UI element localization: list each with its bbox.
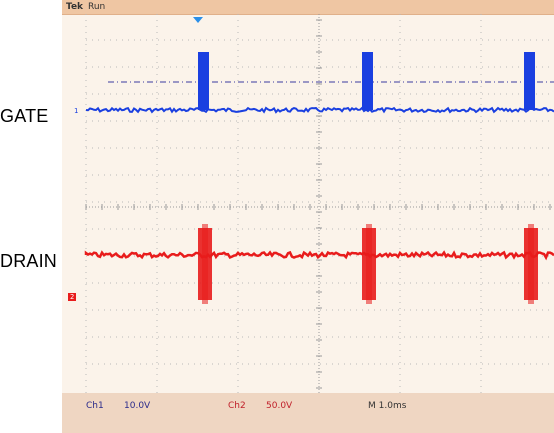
ch1-label: Ch1 [86,401,104,411]
ch1-pulse [362,52,373,110]
waveform-display [84,14,554,393]
acquisition-state: Run [88,2,106,12]
ch1-waveform [85,52,554,114]
ch2-scale: 50.0V [266,401,293,411]
ch2-waveform [84,224,554,304]
status-bar: Tek Run [62,0,554,15]
ch2-pulse-ringing [366,224,372,304]
drain-signal-label: DRAIN [0,251,58,271]
ch2-ground-marker: 2 [68,293,77,301]
oscilloscope-screen: Tek Run 1 2 Ch1 10.0V Ch2 50.0V M 1.0ms [62,0,554,433]
channel-readout-bar: Ch1 10.0V Ch2 50.0V M 1.0ms [62,393,554,433]
graticule [85,14,554,393]
gate-signal-label: GATE [0,106,49,126]
brand-label: Tek [66,2,84,12]
ch1-pulse [198,52,209,110]
trigger-position-marker [193,17,203,23]
ch1-pulse [524,52,535,110]
ch1-trace [85,106,554,114]
ch2-pulse-ringing [202,224,208,304]
ch2-pulse-ringing [528,224,534,304]
ch2-label: Ch2 [228,401,246,411]
ch1-ground-marker: 1 [74,107,79,115]
ch1-scale: 10.0V [124,401,151,411]
timebase-readout: M 1.0ms [368,401,407,411]
ch2-trace [84,250,554,261]
